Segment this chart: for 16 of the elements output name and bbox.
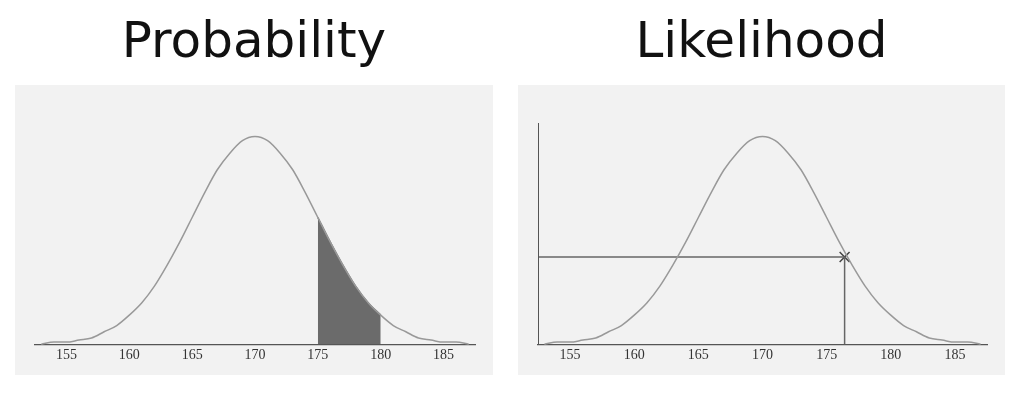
x-tick-label: 170 [244, 347, 266, 363]
x-tick-label: 175 [307, 347, 329, 363]
x-tick-label: 180 [370, 347, 392, 363]
chart-title: Likelihood [634, 10, 889, 71]
x-tick-label: 165 [687, 347, 709, 363]
x-tick-label: 185 [433, 347, 455, 363]
chart-title: Probability [120, 10, 388, 71]
x-tick-label: 165 [181, 347, 203, 363]
x-tick-label: 155 [559, 347, 581, 363]
x-tick-label: 160 [623, 347, 645, 363]
x-tick-label: 160 [118, 347, 140, 363]
x-tick-label: 180 [880, 347, 902, 363]
x-tick-label: 175 [816, 347, 838, 363]
x-tick-label: 170 [752, 347, 773, 363]
x-tick-label: 155 [55, 347, 77, 363]
x-tick-label: 185 [944, 347, 966, 363]
